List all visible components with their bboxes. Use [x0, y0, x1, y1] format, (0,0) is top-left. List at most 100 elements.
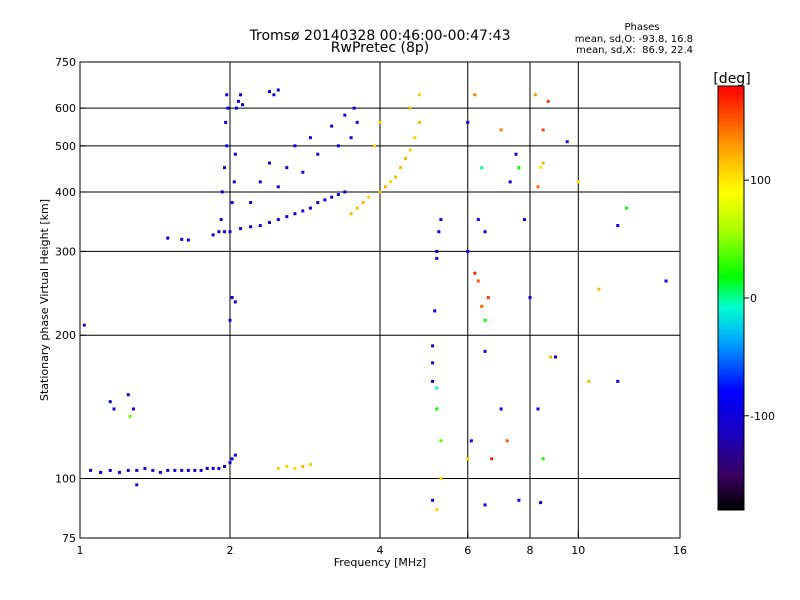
data-point — [517, 166, 521, 170]
y-axis-label: Stationary phase Virtual Height [km] — [38, 199, 51, 401]
data-point — [469, 439, 473, 443]
data-point — [217, 230, 221, 234]
data-point — [126, 393, 130, 397]
data-point — [233, 152, 237, 156]
data-point — [276, 218, 280, 222]
data-point — [349, 136, 353, 140]
data-points — [82, 88, 668, 512]
data-point — [330, 124, 334, 128]
data-point — [473, 271, 477, 275]
data-point — [267, 90, 271, 94]
x-tick-label: 8 — [527, 544, 534, 557]
data-point — [565, 140, 569, 144]
data-point — [205, 466, 209, 470]
data-point — [466, 120, 470, 124]
data-point — [349, 212, 353, 216]
data-point — [293, 212, 297, 216]
data-point — [546, 99, 550, 103]
data-point — [258, 180, 262, 184]
data-point — [308, 463, 312, 467]
data-point — [223, 230, 227, 234]
data-point — [389, 180, 393, 184]
data-point — [536, 185, 540, 189]
data-point — [285, 464, 289, 468]
data-point — [431, 361, 435, 365]
data-point — [308, 206, 312, 210]
data-point — [234, 106, 238, 110]
phase-stats-x: mean, sd,X: 86.9, 22.4 — [576, 45, 693, 56]
data-point — [239, 227, 243, 231]
data-point — [199, 468, 203, 472]
x-tick-label: 6 — [464, 544, 471, 557]
data-point — [219, 218, 223, 222]
data-point — [466, 457, 470, 461]
data-point — [517, 498, 521, 502]
data-point — [549, 355, 553, 359]
data-point — [316, 152, 320, 156]
y-tick-label: 200 — [55, 329, 76, 342]
data-point — [355, 206, 359, 210]
data-point — [180, 237, 184, 241]
data-point — [249, 201, 253, 205]
data-point — [220, 190, 224, 194]
data-point — [135, 483, 139, 487]
data-point — [483, 349, 487, 353]
data-point — [483, 318, 487, 322]
data-point — [230, 296, 234, 300]
data-point — [413, 136, 417, 140]
data-point — [285, 215, 289, 219]
colorbar-tick-label: 100 — [750, 174, 771, 187]
data-point — [276, 185, 280, 189]
y-tick-label: 400 — [55, 186, 76, 199]
data-point — [258, 224, 262, 228]
data-point — [166, 468, 170, 472]
data-point — [435, 256, 439, 260]
data-point — [616, 379, 620, 383]
data-point — [431, 498, 435, 502]
data-point — [476, 279, 480, 283]
data-point — [355, 120, 359, 124]
data-point — [539, 501, 543, 505]
y-tick-label: 600 — [55, 102, 76, 115]
colorbar — [717, 85, 745, 511]
data-point — [276, 88, 280, 92]
data-point — [301, 170, 305, 174]
data-point — [553, 355, 557, 359]
data-point — [373, 144, 377, 148]
data-point — [394, 175, 398, 179]
data-point — [417, 120, 421, 124]
data-point — [228, 318, 232, 322]
colorbar-tick-label: -100 — [750, 410, 775, 423]
data-point — [301, 209, 305, 213]
data-point — [230, 457, 234, 461]
data-point — [352, 106, 356, 110]
data-point — [233, 300, 237, 304]
data-point — [539, 166, 543, 170]
y-tick-label: 300 — [55, 245, 76, 258]
colorbar-ticks: 100 0 -100 — [744, 174, 775, 423]
data-point — [276, 466, 280, 470]
data-point — [625, 206, 629, 210]
y-tick-label: 100 — [55, 473, 76, 486]
data-point — [267, 221, 271, 225]
data-point — [308, 136, 312, 140]
data-point — [433, 309, 437, 313]
data-point — [166, 236, 170, 240]
data-point — [108, 400, 112, 404]
data-point — [249, 225, 253, 229]
chart-subtitle: RwPretec (8p) — [331, 40, 429, 56]
data-point — [272, 93, 276, 97]
data-point — [158, 470, 162, 474]
data-point — [135, 468, 139, 472]
data-point — [228, 230, 232, 234]
phase-stats-o: mean, sd,O: -93.8, 16.8 — [575, 34, 693, 45]
data-point — [82, 323, 86, 327]
data-point — [587, 379, 591, 383]
data-point — [499, 407, 503, 411]
data-point — [112, 407, 116, 411]
y-tick-label: 75 — [62, 532, 76, 545]
data-point — [541, 128, 545, 132]
data-point — [403, 157, 407, 161]
data-point — [435, 386, 439, 390]
data-point — [126, 468, 130, 472]
